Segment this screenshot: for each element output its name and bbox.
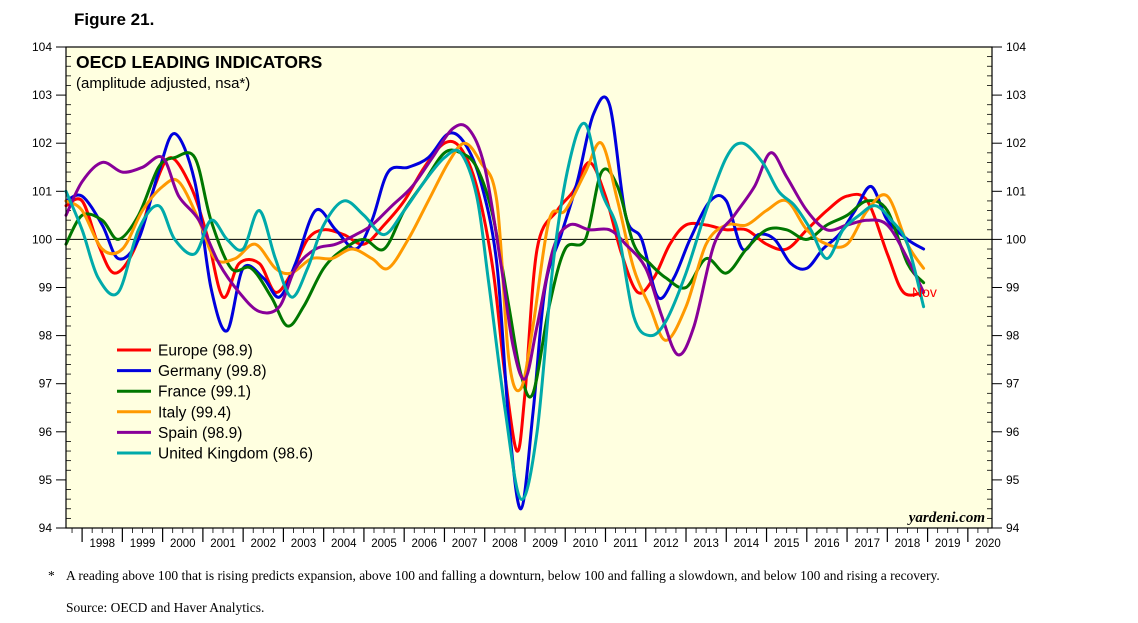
x-axis: 1998 1999 2000 2001 2002 2003 2004 2005 2006 2007… bbox=[71, 528, 1001, 550]
y-tick-label-left: 95 bbox=[39, 473, 53, 487]
legend-label-germany: Germany (99.8) bbox=[158, 363, 267, 380]
y-tick-label-left: 97 bbox=[39, 377, 53, 391]
y-tick-label-left: 98 bbox=[39, 329, 53, 343]
legend-label-united-kingdom: United Kingdom (98.6) bbox=[158, 446, 313, 463]
y-tick-label-left: 94 bbox=[39, 521, 53, 535]
series-line-spain bbox=[64, 123, 926, 381]
legend-label-europe: Europe (98.9) bbox=[158, 343, 253, 360]
x-tick-label: 2006 bbox=[412, 538, 438, 550]
x-tick-label: 2000 bbox=[170, 538, 196, 550]
y-tick-label-left: 103 bbox=[32, 88, 52, 102]
y-tick-label-left: 99 bbox=[39, 281, 53, 295]
footnote-text: A reading above 100 that is rising predi… bbox=[66, 568, 940, 583]
source-note: Source: OECD and Haver Analytics. bbox=[66, 600, 265, 615]
y-tick-label-right: 101 bbox=[1006, 184, 1026, 198]
x-tick-label: 2020 bbox=[975, 538, 1001, 550]
y-tick-label-right: 104 bbox=[1006, 40, 1026, 54]
footnote: * A reading above 100 that is rising pre… bbox=[48, 568, 1008, 583]
y-tick-label-left: 101 bbox=[32, 184, 52, 198]
x-tick-label: 2015 bbox=[774, 538, 800, 550]
x-tick-label: 2008 bbox=[492, 538, 518, 550]
end-label-nov: Nov bbox=[912, 284, 937, 300]
x-tick-label: 2010 bbox=[573, 538, 599, 550]
y-tick-label-right: 98 bbox=[1006, 329, 1020, 343]
x-tick-label: 1999 bbox=[130, 538, 156, 550]
y-axis-right: 94 95 96 97 98 99 100 101 102 103 104 bbox=[987, 40, 1026, 535]
footnote-marker: * bbox=[48, 568, 55, 583]
line-chart: 94 95 96 97 98 99 100 101 102 103 104 94 95 96 97 98 99… bbox=[32, 40, 1026, 550]
x-tick-label: 2005 bbox=[371, 538, 397, 550]
y-tick-label-right: 96 bbox=[1006, 425, 1020, 439]
y-tick-label-left: 100 bbox=[32, 232, 52, 246]
series-lines bbox=[64, 95, 926, 511]
y-tick-label-right: 99 bbox=[1006, 281, 1020, 295]
y-axis-left: 94 95 96 97 98 99 100 101 102 103 104 bbox=[32, 40, 71, 535]
x-tick-label: 2012 bbox=[653, 538, 679, 550]
x-tick-label: 2016 bbox=[814, 538, 840, 550]
x-tick-label: 2014 bbox=[734, 538, 760, 550]
x-tick-label: 2002 bbox=[250, 538, 276, 550]
y-tick-label-right: 97 bbox=[1006, 377, 1020, 391]
legend-label-spain: Spain (98.9) bbox=[158, 425, 242, 442]
figure-label: Figure 21. bbox=[74, 10, 155, 29]
chart-subtitle: (amplitude adjusted, nsa*) bbox=[76, 75, 250, 92]
x-tick-label: 2019 bbox=[935, 538, 961, 550]
y-tick-label-right: 102 bbox=[1006, 136, 1026, 150]
series-line-united-kingdom bbox=[64, 121, 926, 501]
legend-label-france: France (99.1) bbox=[158, 384, 251, 401]
watermark: yardeni.com bbox=[907, 510, 985, 526]
y-tick-label-left: 104 bbox=[32, 40, 52, 54]
x-tick-label: 2003 bbox=[291, 538, 317, 550]
y-tick-label-right: 100 bbox=[1006, 232, 1026, 246]
x-tick-label: 2009 bbox=[532, 538, 558, 550]
x-tick-label: 1998 bbox=[89, 538, 115, 550]
x-tick-label: 2013 bbox=[693, 538, 719, 550]
x-tick-label: 2001 bbox=[210, 538, 236, 550]
legend: Europe (98.9) Germany (99.8) France (99.1)… bbox=[117, 343, 313, 463]
chart-title: OECD LEADING INDICATORS bbox=[76, 52, 322, 72]
x-tick-label: 2018 bbox=[895, 538, 921, 550]
y-tick-label-right: 94 bbox=[1006, 521, 1020, 535]
plot-frame bbox=[65, 46, 993, 529]
x-tick-label: 2011 bbox=[613, 538, 638, 550]
x-tick-label: 2004 bbox=[331, 538, 357, 550]
y-tick-label-right: 103 bbox=[1006, 88, 1026, 102]
x-tick-label: 2017 bbox=[854, 538, 880, 550]
legend-label-italy: Italy (99.4) bbox=[158, 404, 231, 421]
y-tick-label-left: 102 bbox=[32, 136, 52, 150]
x-tick-label: 2007 bbox=[452, 538, 478, 550]
y-tick-label-left: 96 bbox=[39, 425, 53, 439]
y-tick-label-right: 95 bbox=[1006, 473, 1020, 487]
